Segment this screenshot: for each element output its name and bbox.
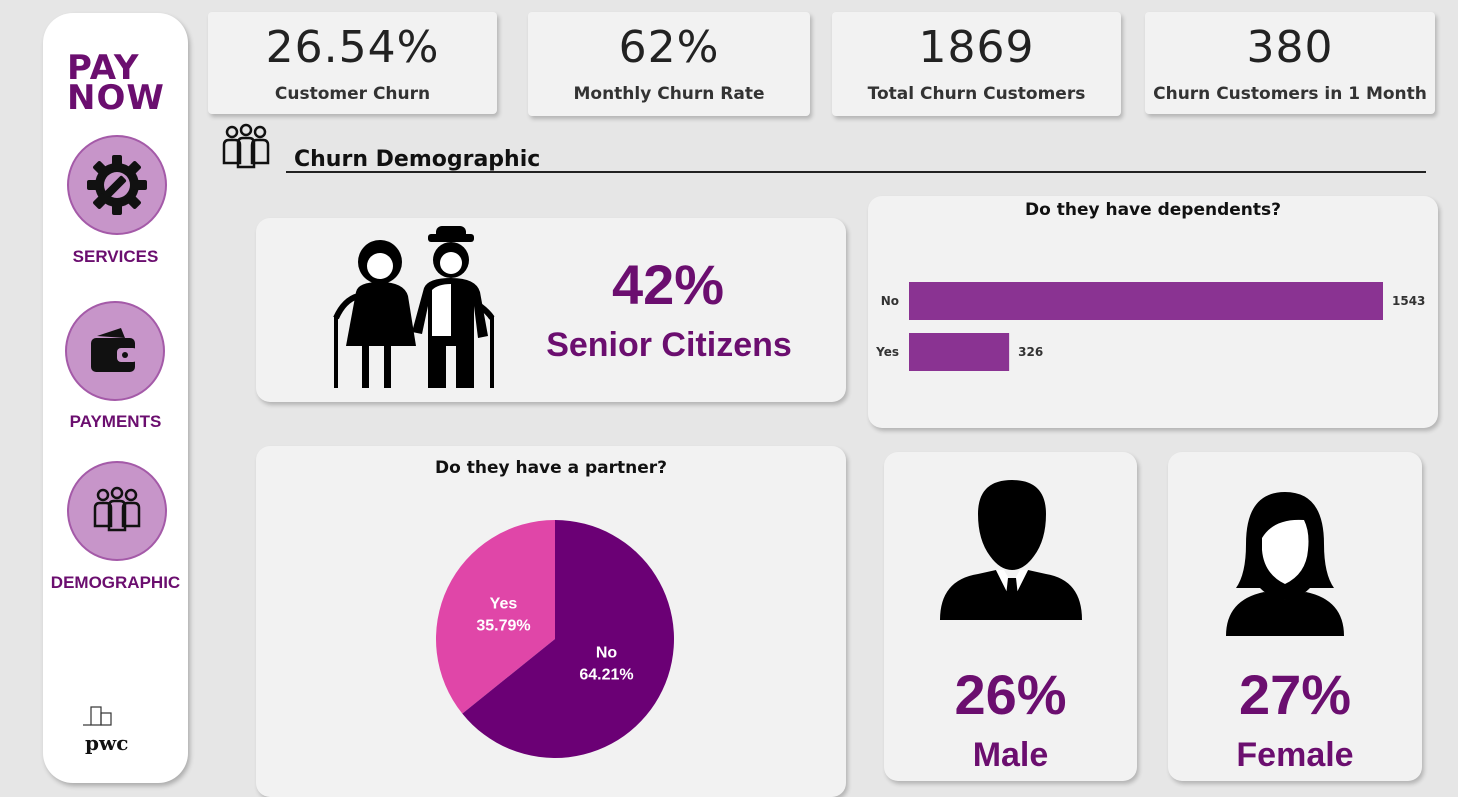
kpi-label: Customer Churn: [274, 84, 431, 104]
female-label: Female: [1236, 736, 1354, 774]
pie-slice-no[interactable]: [462, 520, 674, 758]
kpi-label: Total Churn Customers: [867, 84, 1086, 104]
partner-chart-title: Do they have a partner?: [435, 458, 667, 478]
kpi-customer-churn: 26.54% Customer Churn: [208, 12, 497, 114]
senior-citizens-label: Senior Citizens: [546, 326, 792, 364]
bar-yes[interactable]: [909, 333, 1010, 371]
kpi-total-churn-customers: 1869 Total Churn Customers: [832, 12, 1121, 116]
wallet-icon: [91, 328, 137, 372]
dependents-chart-card: Do they have dependents? No 1543 Yes 326: [868, 196, 1438, 428]
nav-services-button[interactable]: [67, 135, 167, 235]
kpi-monthly-churn-rate: 62% Monthly Churn Rate: [528, 12, 810, 116]
pie-slice-value: 35.79%: [476, 617, 530, 634]
bar-value-label: 326: [1018, 345, 1043, 359]
kpi-label: Churn Customers in 1 Month: [1153, 84, 1427, 104]
male-label: Male: [972, 736, 1049, 774]
nav-demographic-button[interactable]: [67, 461, 167, 561]
pie-slice-value: 64.21%: [579, 667, 633, 684]
pwc-logo: pwc: [83, 706, 129, 755]
people-icon: [93, 486, 141, 532]
logo-line-1: PAY: [67, 48, 140, 88]
section-divider: [286, 171, 1426, 173]
nav-demographic-label[interactable]: DEMOGRAPHIC: [50, 573, 181, 592]
people-icon: [222, 123, 270, 169]
partner-pie-chart: Yes 35.79% No 64.21%: [436, 520, 674, 758]
logo-line-2: NOW: [67, 78, 165, 118]
paynow-logo: PAY NOW: [67, 48, 165, 118]
sidebar: PAY NOW SERVICES P: [43, 13, 188, 783]
dependents-chart-title: Do they have dependents?: [1025, 200, 1281, 220]
male-value: 26%: [954, 663, 1067, 726]
male-avatar-icon: [940, 480, 1082, 620]
bar-category-label: No: [881, 294, 899, 308]
kpi-value: 1869: [918, 22, 1035, 73]
elderly-couple-icon: [333, 226, 495, 388]
nav-payments-label[interactable]: PAYMENTS: [69, 412, 162, 431]
pie-slice-label: No: [596, 645, 618, 662]
kpi-label: Monthly Churn Rate: [573, 84, 765, 104]
kpi-value: 26.54%: [265, 22, 440, 73]
bar-value-label: 1543: [1392, 294, 1425, 308]
kpi-value: 380: [1246, 22, 1334, 73]
female-value: 27%: [1238, 663, 1352, 726]
pie-slice-label: Yes: [490, 595, 518, 612]
pwc-logo-text: pwc: [85, 731, 129, 755]
senior-citizens-card: 42% Senior Citizens: [256, 218, 846, 402]
pie-slice-yes[interactable]: [436, 520, 555, 714]
senior-citizens-value: 42%: [611, 253, 725, 316]
dependents-bar-chart: No 1543 Yes 326: [875, 282, 1425, 371]
section-title: Churn Demographic: [294, 147, 541, 172]
gear-wrench-icon: [87, 155, 147, 215]
male-card: 26% Male: [884, 452, 1137, 781]
nav-payments-button[interactable]: [65, 301, 165, 401]
bar-no[interactable]: [909, 282, 1383, 320]
nav-services-label[interactable]: SERVICES: [72, 247, 159, 266]
female-avatar-icon: [1226, 492, 1344, 636]
partner-chart-card: Do they have a partner? Yes 35.79% No 64.21…: [256, 446, 846, 797]
bar-category-label: Yes: [875, 345, 899, 359]
pwc-building-icon: [83, 706, 112, 726]
female-card: 27% Female: [1168, 452, 1422, 781]
kpi-churn-customers-1-month: 380 Churn Customers in 1 Month: [1145, 12, 1435, 114]
kpi-value: 62%: [618, 22, 720, 73]
